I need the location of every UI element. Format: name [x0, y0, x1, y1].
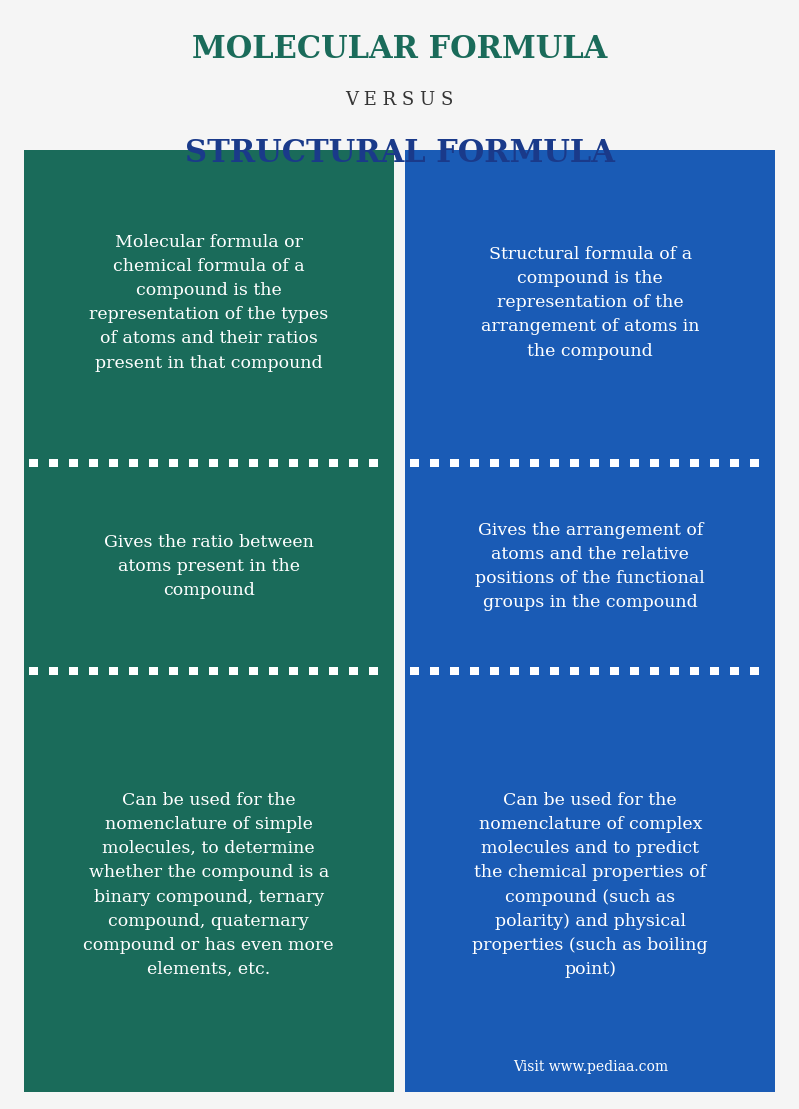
Bar: [405, 456, 775, 470]
Bar: [49, 459, 58, 467]
Bar: [690, 667, 699, 674]
Bar: [69, 459, 78, 467]
Bar: [710, 667, 719, 674]
Bar: [405, 663, 775, 678]
Bar: [491, 459, 499, 467]
Bar: [129, 459, 138, 467]
Bar: [229, 667, 238, 674]
Bar: [308, 667, 317, 674]
Bar: [491, 667, 499, 674]
Bar: [551, 459, 559, 467]
Bar: [670, 667, 679, 674]
Bar: [405, 470, 775, 663]
Bar: [570, 667, 579, 674]
Bar: [590, 459, 599, 467]
Text: Molecular formula or
chemical formula of a
compound is the
representation of the: Molecular formula or chemical formula of…: [89, 234, 328, 372]
Bar: [590, 667, 599, 674]
Bar: [209, 667, 217, 674]
Bar: [29, 667, 38, 674]
Bar: [348, 459, 358, 467]
Bar: [209, 459, 217, 467]
Bar: [268, 459, 278, 467]
Bar: [328, 667, 337, 674]
Bar: [610, 459, 619, 467]
Bar: [169, 459, 178, 467]
Bar: [288, 459, 298, 467]
Bar: [24, 663, 394, 678]
Bar: [24, 150, 394, 456]
Bar: [129, 667, 138, 674]
Text: MOLECULAR FORMULA: MOLECULAR FORMULA: [192, 34, 607, 65]
Text: Gives the arrangement of
atoms and the relative
positions of the functional
grou: Gives the arrangement of atoms and the r…: [475, 522, 706, 611]
Bar: [531, 667, 539, 674]
Bar: [229, 459, 238, 467]
Bar: [69, 667, 78, 674]
Bar: [690, 459, 699, 467]
Bar: [149, 459, 158, 467]
Bar: [630, 459, 639, 467]
Bar: [89, 459, 97, 467]
Bar: [650, 459, 659, 467]
Text: V E R S U S: V E R S U S: [345, 91, 454, 109]
Bar: [630, 667, 639, 674]
Bar: [670, 459, 679, 467]
Bar: [730, 667, 739, 674]
Text: Visit www.pediaa.com: Visit www.pediaa.com: [513, 1060, 668, 1074]
Text: Can be used for the
nomenclature of simple
molecules, to determine
whether the c: Can be used for the nomenclature of simp…: [83, 792, 334, 978]
Bar: [451, 667, 459, 674]
Bar: [109, 459, 118, 467]
Bar: [610, 667, 619, 674]
Bar: [149, 667, 158, 674]
Text: Structural formula of a
compound is the
representation of the
arrangement of ato: Structural formula of a compound is the …: [481, 246, 699, 359]
Bar: [89, 667, 97, 674]
Bar: [29, 459, 38, 467]
Bar: [570, 459, 579, 467]
Bar: [268, 667, 278, 674]
Bar: [248, 667, 257, 674]
Bar: [650, 667, 659, 674]
Bar: [431, 459, 439, 467]
Bar: [368, 459, 378, 467]
Bar: [551, 667, 559, 674]
Bar: [368, 667, 378, 674]
Bar: [49, 667, 58, 674]
Bar: [328, 459, 337, 467]
Bar: [248, 459, 257, 467]
Bar: [109, 667, 118, 674]
Bar: [511, 667, 519, 674]
Text: Gives the ratio between
atoms present in the
compound: Gives the ratio between atoms present in…: [104, 535, 314, 599]
Bar: [710, 459, 719, 467]
Bar: [750, 459, 759, 467]
Bar: [189, 459, 198, 467]
Bar: [24, 456, 394, 470]
Bar: [24, 678, 394, 1092]
Bar: [405, 678, 775, 1092]
Bar: [348, 667, 358, 674]
Bar: [531, 459, 539, 467]
Bar: [24, 470, 394, 663]
Text: STRUCTURAL FORMULA: STRUCTURAL FORMULA: [185, 138, 614, 169]
Bar: [471, 667, 479, 674]
Bar: [431, 667, 439, 674]
Bar: [308, 459, 317, 467]
Text: Can be used for the
nomenclature of complex
molecules and to predict
the chemica: Can be used for the nomenclature of comp…: [472, 792, 708, 978]
Bar: [169, 667, 178, 674]
Bar: [451, 459, 459, 467]
Bar: [288, 667, 298, 674]
Bar: [411, 667, 419, 674]
Bar: [750, 667, 759, 674]
Bar: [411, 459, 419, 467]
Bar: [471, 459, 479, 467]
Bar: [405, 150, 775, 456]
Bar: [189, 667, 198, 674]
Bar: [730, 459, 739, 467]
Bar: [511, 459, 519, 467]
